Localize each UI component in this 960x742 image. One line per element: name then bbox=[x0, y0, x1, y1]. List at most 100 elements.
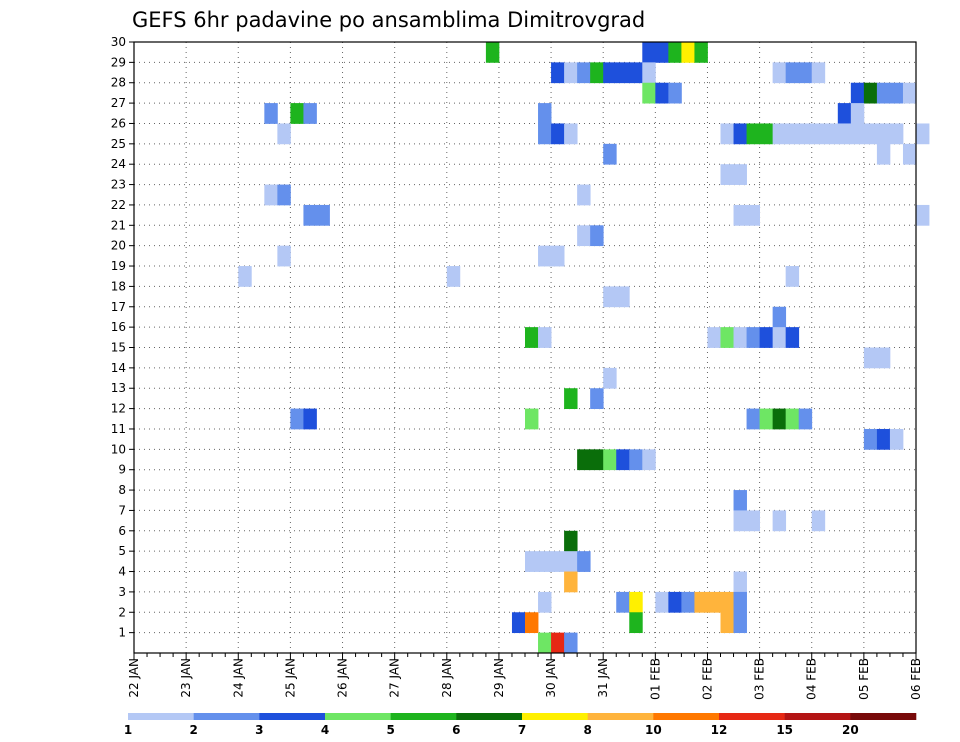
data-cell bbox=[916, 204, 930, 226]
data-cell bbox=[616, 449, 630, 471]
x-tick-label: 27 JAN bbox=[388, 658, 402, 698]
data-cell bbox=[720, 327, 734, 348]
colorbar-segment bbox=[850, 713, 917, 720]
data-cell bbox=[590, 388, 604, 409]
data-cell bbox=[655, 42, 669, 63]
data-cell bbox=[837, 103, 852, 124]
x-tick-label: 30 JAN bbox=[544, 658, 558, 698]
data-cell bbox=[564, 62, 578, 84]
y-tick-label: 28 bbox=[111, 76, 126, 90]
colorbar-segment bbox=[719, 713, 785, 720]
y-tick-label: 22 bbox=[111, 198, 126, 212]
y-tick-label: 26 bbox=[111, 116, 126, 130]
data-cell bbox=[603, 62, 617, 84]
y-tick-label: 1 bbox=[118, 626, 126, 640]
y-tick-label: 21 bbox=[111, 218, 126, 232]
data-cell bbox=[837, 123, 852, 145]
data-cell bbox=[785, 266, 800, 287]
data-cell bbox=[616, 286, 630, 308]
data-cell bbox=[525, 551, 539, 572]
data-cell bbox=[916, 123, 930, 145]
data-cell bbox=[564, 551, 578, 572]
data-cell bbox=[733, 490, 747, 511]
colorbar-label: 2 bbox=[189, 723, 197, 737]
y-tick-label: 20 bbox=[111, 239, 126, 253]
data-cell bbox=[733, 123, 747, 145]
x-tick-label: 29 JAN bbox=[492, 658, 506, 698]
x-tick-label: 06 FEB bbox=[909, 658, 923, 700]
data-cell bbox=[525, 408, 539, 430]
data-cell bbox=[655, 82, 669, 104]
data-cell bbox=[733, 612, 747, 634]
data-cell bbox=[564, 123, 578, 145]
colorbar-label: 8 bbox=[583, 723, 591, 737]
data-cell bbox=[746, 327, 760, 348]
colorbar-label: 5 bbox=[386, 723, 394, 737]
colorbar-label: 6 bbox=[452, 723, 460, 737]
y-tick-label: 9 bbox=[118, 463, 126, 477]
data-cell bbox=[772, 408, 787, 430]
y-tick-label: 12 bbox=[111, 402, 126, 416]
data-cell bbox=[811, 62, 826, 84]
colorbar-label: 7 bbox=[518, 723, 526, 737]
data-cell bbox=[577, 551, 591, 572]
data-cell bbox=[446, 266, 461, 287]
data-cell bbox=[811, 510, 826, 532]
data-cell bbox=[238, 266, 252, 287]
data-cell bbox=[551, 551, 565, 572]
colorbar-segment bbox=[456, 713, 523, 720]
data-cell bbox=[772, 62, 787, 84]
data-cell bbox=[629, 591, 643, 613]
data-cell bbox=[642, 62, 656, 84]
data-cell bbox=[863, 123, 878, 145]
x-tick-label: 04 FEB bbox=[805, 658, 819, 700]
data-cell bbox=[733, 510, 747, 532]
data-cell bbox=[538, 591, 552, 613]
data-cell bbox=[642, 42, 656, 63]
colorbar-label: 10 bbox=[645, 723, 662, 737]
x-tick-label: 28 JAN bbox=[440, 658, 454, 698]
data-cell bbox=[629, 612, 643, 634]
data-cell bbox=[485, 42, 500, 63]
y-tick-label: 4 bbox=[118, 565, 126, 579]
colorbar-label: 20 bbox=[842, 723, 859, 737]
data-cell bbox=[876, 347, 891, 369]
x-tick-label: 01 FEB bbox=[648, 658, 662, 700]
data-cell bbox=[616, 62, 630, 84]
colorbar-segment bbox=[325, 713, 391, 720]
data-cell bbox=[733, 204, 747, 226]
y-tick-label: 19 bbox=[111, 259, 126, 273]
data-cell bbox=[642, 82, 656, 104]
data-cell bbox=[694, 42, 708, 63]
data-cell bbox=[577, 225, 591, 247]
y-tick-label: 29 bbox=[111, 55, 126, 69]
data-cell bbox=[720, 612, 734, 634]
chart-title: GEFS 6hr padavine po ansamblima Dimitrov… bbox=[132, 8, 645, 32]
colorbar-label: 3 bbox=[255, 723, 263, 737]
data-cell bbox=[733, 591, 747, 613]
data-cell bbox=[785, 327, 800, 348]
data-cell bbox=[772, 327, 787, 348]
data-cell bbox=[629, 62, 643, 84]
data-cell bbox=[694, 591, 708, 613]
data-cell bbox=[511, 612, 526, 634]
y-tick-label: 7 bbox=[118, 503, 126, 517]
data-cell bbox=[538, 245, 552, 267]
data-cell bbox=[303, 204, 317, 226]
data-cell bbox=[264, 184, 278, 206]
data-cell bbox=[629, 449, 643, 471]
x-tick-label: 05 FEB bbox=[857, 658, 871, 700]
colorbar-label: 15 bbox=[776, 723, 793, 737]
data-cell bbox=[616, 591, 630, 613]
data-cell bbox=[863, 428, 878, 450]
y-tick-label: 24 bbox=[111, 157, 126, 171]
data-cell bbox=[577, 184, 591, 206]
data-cell bbox=[811, 123, 826, 145]
data-cell bbox=[733, 571, 747, 593]
data-cell bbox=[746, 510, 760, 532]
data-cell bbox=[551, 245, 565, 267]
data-cell bbox=[720, 164, 734, 185]
data-cells bbox=[238, 42, 930, 654]
colorbar: 1 2 3 4 5 6 7 8 10 12 15 20 bbox=[124, 713, 917, 737]
